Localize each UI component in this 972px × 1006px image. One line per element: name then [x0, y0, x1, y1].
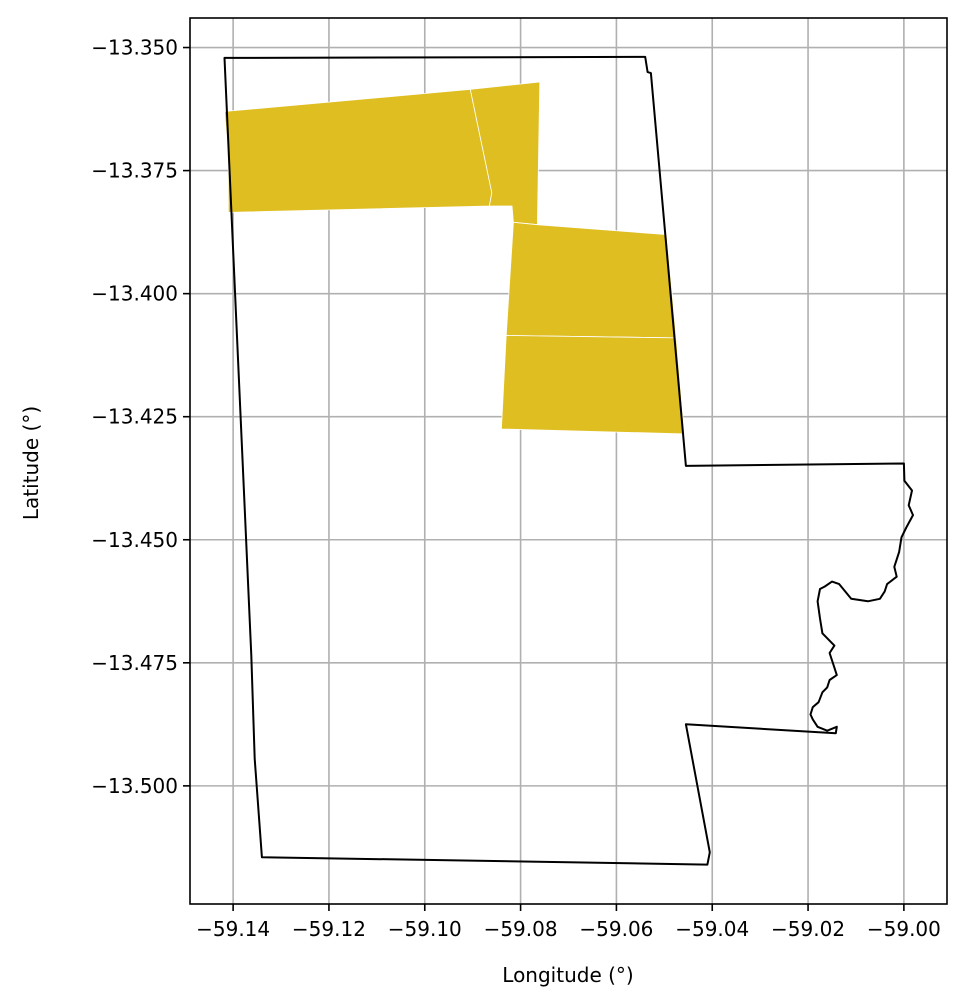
x-tick-labels: −59.14 −59.12 −59.10 −59.08 −59.06 −59.04 −59.…: [196, 917, 941, 941]
grid-lines: [190, 18, 947, 904]
parcel-layer: [224, 81, 685, 435]
x-tick-label: −59.12: [292, 917, 366, 941]
plot-frame: [189, 17, 948, 905]
y-tick-label: −13.400: [91, 282, 178, 306]
parcel-polygon-3: [505, 221, 677, 339]
y-tick-label: −13.500: [91, 774, 178, 798]
y-tick-label: −13.375: [91, 159, 178, 183]
boundary-layer: [223, 55, 914, 866]
y-tick-labels: −13.350 −13.375 −13.400 −13.425 −13.450 −13.4…: [91, 36, 178, 798]
x-tick-label: −59.00: [867, 917, 941, 941]
boundary-outline: [223, 55, 914, 866]
x-tick-label: −59.10: [388, 917, 462, 941]
y-tick-label: −13.350: [91, 36, 178, 60]
parcel-polygon-2: [469, 81, 541, 226]
parcel-polygon-1: [224, 88, 493, 213]
x-axis-label: Longitude (°): [502, 963, 633, 987]
x-tick-label: −59.08: [484, 917, 558, 941]
x-tick-label: −59.06: [579, 917, 653, 941]
y-tick-label: −13.425: [91, 405, 178, 429]
x-tick-label: −59.14: [196, 917, 270, 941]
parcel-polygon-4: [500, 335, 685, 435]
x-tick-label: −59.02: [771, 917, 845, 941]
tick-marks: [183, 46, 905, 911]
y-tick-label: −13.475: [91, 651, 178, 675]
y-tick-label: −13.450: [91, 528, 178, 552]
x-tick-label: −59.04: [675, 917, 749, 941]
y-axis-label: Latitude (°): [19, 406, 43, 520]
